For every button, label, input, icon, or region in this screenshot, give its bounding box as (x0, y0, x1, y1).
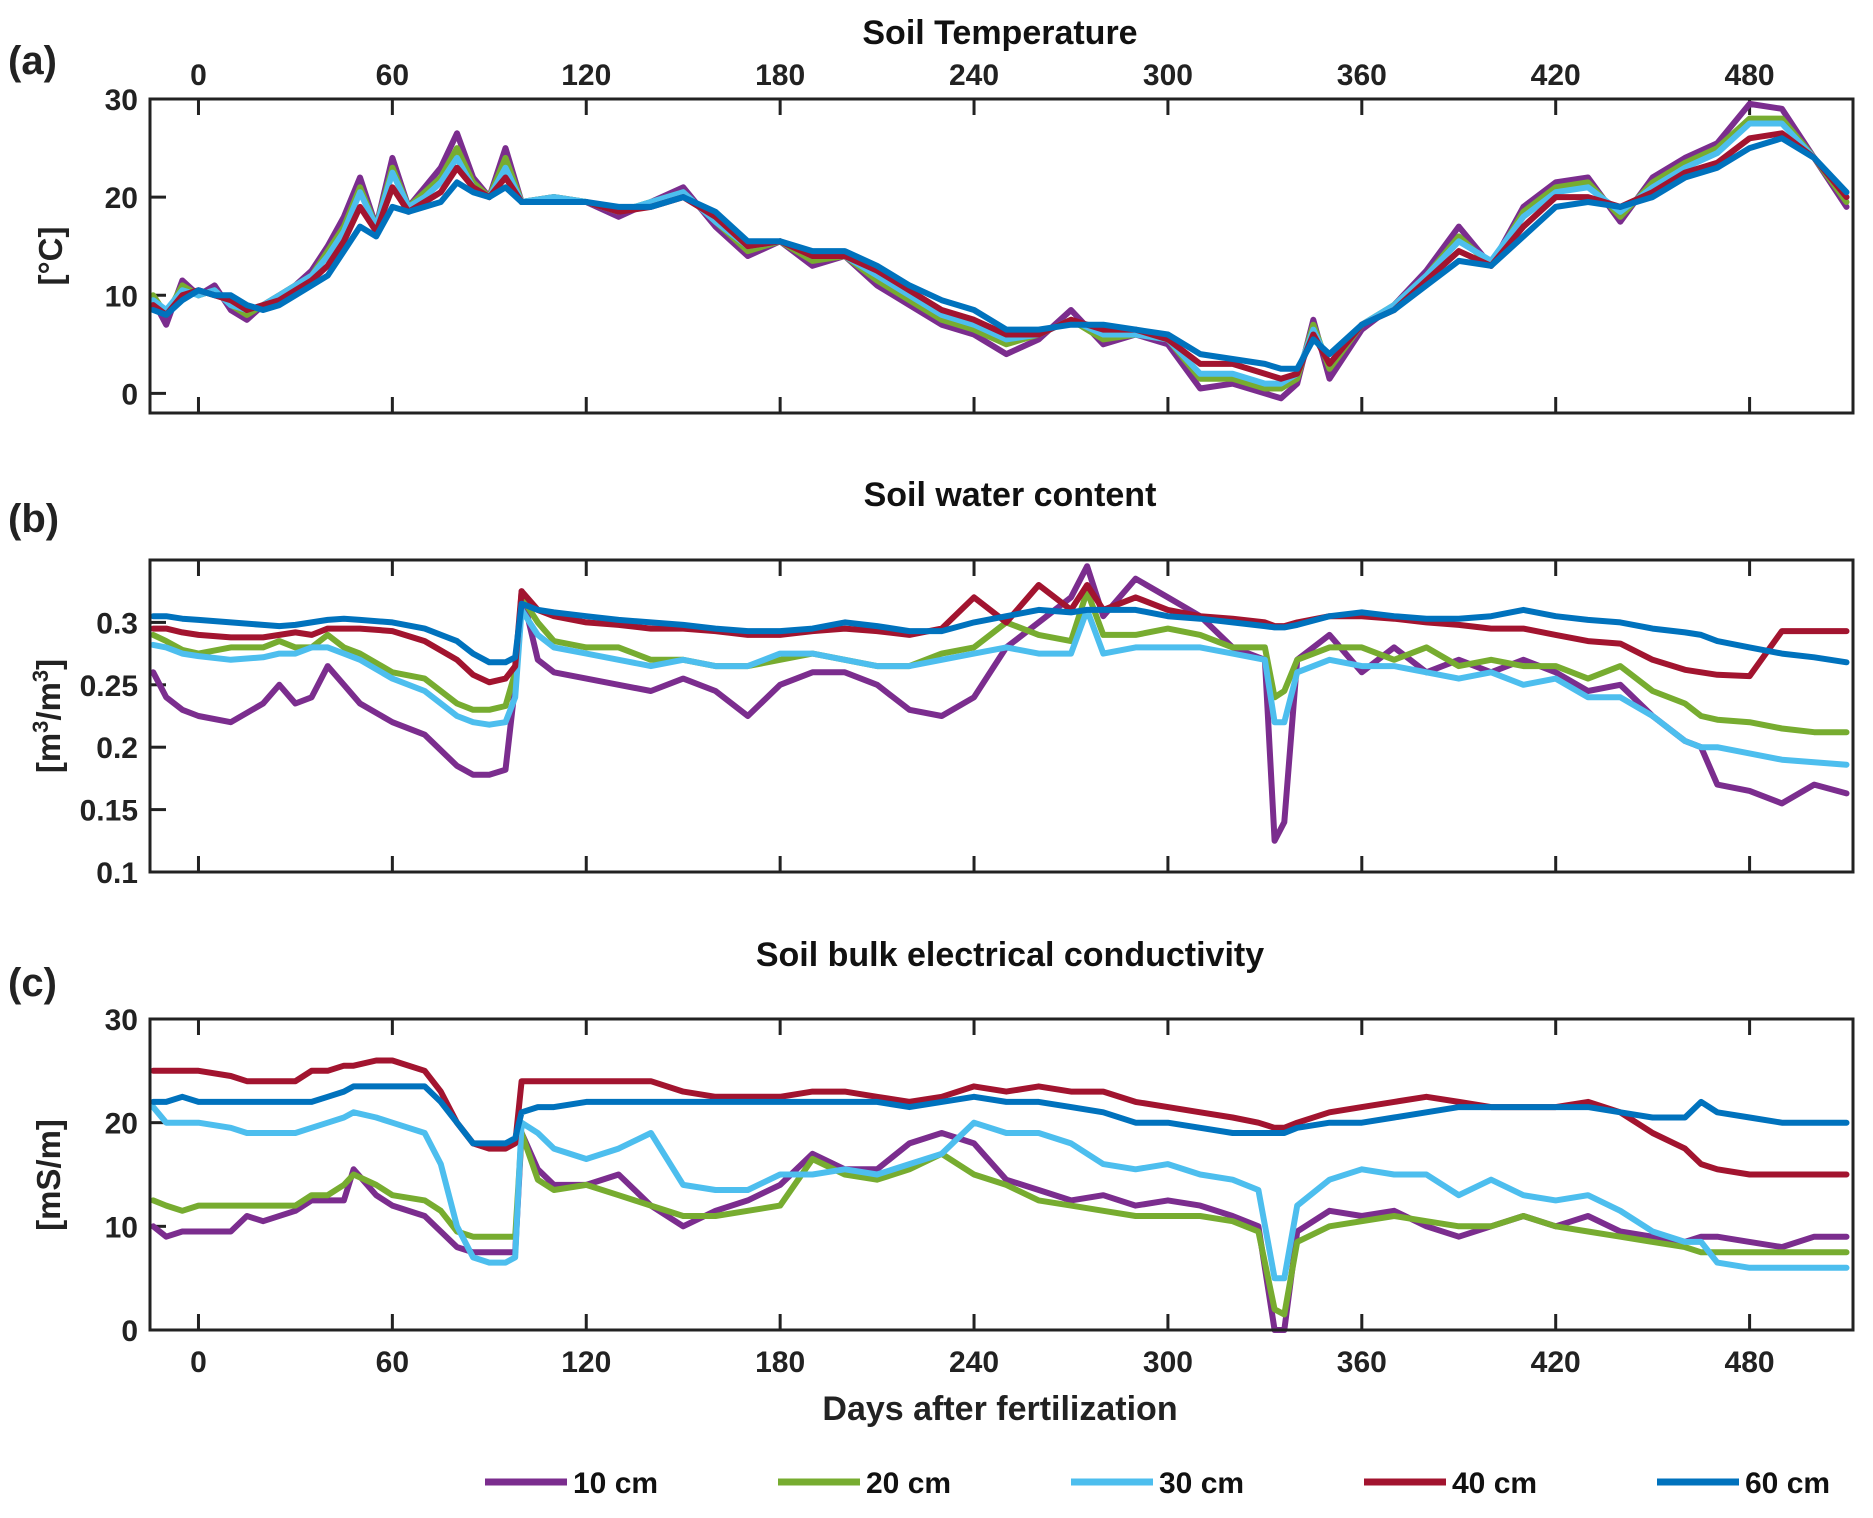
x-tick-label: 0 (190, 1346, 207, 1379)
legend-item: 10 cm (485, 1467, 658, 1500)
legend-item: 40 cm (1364, 1467, 1537, 1500)
x-tick-label: 300 (1143, 59, 1193, 92)
panel-label: (b) (8, 497, 59, 541)
panel-soil-bulk-ec: (c) Soil bulk electrical conductivity [m… (8, 936, 1855, 1428)
y-tick-label: 0.2 (96, 732, 138, 765)
x-tick-label: 60 (376, 59, 409, 92)
legend: 10 cm 20 cm 30 cm 40 cm 60 cm (485, 1467, 1830, 1500)
series-lines (150, 100, 1850, 402)
y-tick-label: 30 (105, 1004, 138, 1037)
legend-item: 20 cm (778, 1467, 951, 1500)
ticks: 0 60 120 180 240 300 360 420 480 0 10 20 30 (105, 59, 1775, 413)
x-tick-label: 360 (1337, 59, 1387, 92)
panel-title: Soil Temperature (862, 14, 1137, 52)
x-tick-label: 420 (1531, 59, 1581, 92)
legend-label: 30 cm (1159, 1467, 1244, 1500)
x-tick-label: 180 (755, 59, 805, 92)
y-tick-label: 0.1 (96, 857, 138, 890)
series-line-60-cm (150, 135, 1850, 372)
axes-box (148, 1017, 1855, 1332)
panel-label: (a) (8, 39, 57, 83)
y-tick-label: 10 (105, 280, 138, 313)
axes-box (148, 558, 1855, 874)
legend-item: 60 cm (1657, 1467, 1830, 1500)
y-tick-label: 10 (105, 1211, 138, 1244)
series-line-10-cm (150, 563, 1850, 844)
series-line-40-cm (150, 1057, 1850, 1178)
y-axis-label: [mS/m] (30, 1119, 67, 1231)
x-axis-label: Days after fertilization (822, 1390, 1177, 1428)
y-tick-label: 20 (105, 182, 138, 215)
panel-title: Soil water content (864, 476, 1157, 514)
x-tick-label: 0 (190, 59, 207, 92)
panel-label: (c) (8, 961, 57, 1005)
axes-box (148, 97, 1855, 415)
legend-label: 40 cm (1452, 1467, 1537, 1500)
series-line-20-cm (150, 1130, 1850, 1318)
x-tick-label: 480 (1725, 59, 1775, 92)
y-axis-label: [m3/m3] (28, 659, 68, 773)
series-lines (150, 1057, 1850, 1333)
ticks: 0 60 120 180 240 300 360 420 480 0 10 20 30 (105, 1004, 1775, 1379)
series-line-40-cm (150, 582, 1850, 686)
y-tick-label: 20 (105, 1108, 138, 1141)
x-tick-label: 120 (561, 1346, 611, 1379)
legend-item: 30 cm (1071, 1467, 1244, 1500)
panel-title: Soil bulk electrical conductivity (756, 936, 1264, 974)
y-axis-label: [°C] (32, 226, 69, 285)
y-tick-label: 0 (121, 1315, 138, 1348)
series-line-30-cm (150, 1104, 1850, 1282)
series-line-10-cm (150, 100, 1850, 402)
x-tick-label: 300 (1143, 1346, 1193, 1379)
series-lines (150, 563, 1850, 844)
x-tick-label: 360 (1337, 1346, 1387, 1379)
x-tick-label: 420 (1531, 1346, 1581, 1379)
series-line-30-cm (150, 606, 1850, 768)
series-line-20-cm (150, 588, 1850, 736)
x-tick-label: 240 (949, 59, 999, 92)
x-tick-label: 480 (1725, 1346, 1775, 1379)
ticks: 0.1 0.15 0.2 0.25 0.3 (80, 560, 1752, 890)
series-line-60-cm (150, 600, 1850, 666)
legend-label: 10 cm (573, 1467, 658, 1500)
panel-soil-temperature: (a) Soil Temperature [°C] 0 60 120 180 240 30… (8, 14, 1855, 415)
panel-soil-water-content: (b) Soil water content [m3/m3] 0.10.150.… (8, 476, 1855, 890)
x-tick-label: 60 (376, 1346, 409, 1379)
y-tick-label: 30 (105, 84, 138, 117)
x-tick-label: 120 (561, 59, 611, 92)
x-tick-label: 180 (755, 1346, 805, 1379)
y-tick-label: 0.25 (80, 670, 138, 703)
y-tick-label: 0.3 (96, 607, 138, 640)
x-tick-label: 240 (949, 1346, 999, 1379)
y-tick-label: 0 (121, 378, 138, 411)
legend-label: 20 cm (866, 1467, 951, 1500)
y-tick-label: 0.15 (80, 795, 138, 828)
series-line-60-cm (150, 1083, 1850, 1147)
legend-label: 60 cm (1745, 1467, 1830, 1500)
